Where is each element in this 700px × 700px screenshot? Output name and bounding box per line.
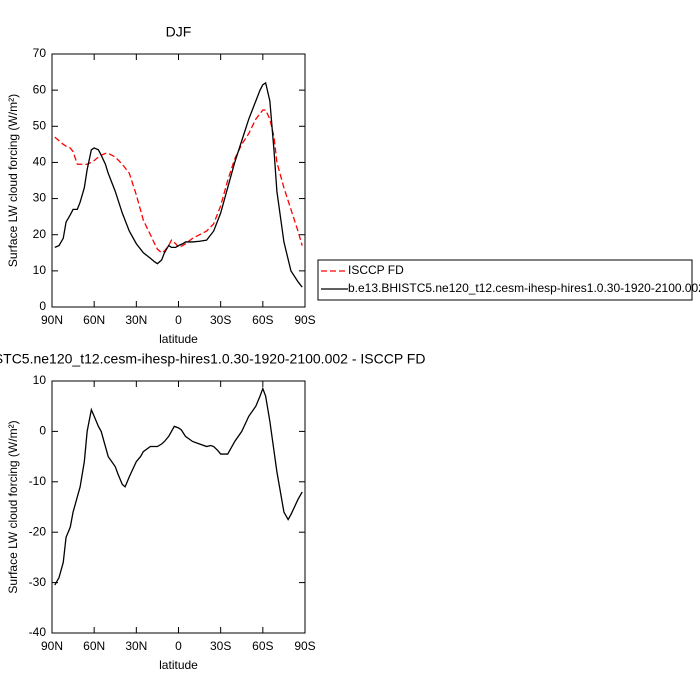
x-tick-label: 0 bbox=[175, 313, 182, 327]
x-tick-label: 0 bbox=[175, 639, 182, 653]
data-line bbox=[54, 109, 303, 254]
y-tick-label: -10 bbox=[29, 474, 47, 488]
data-line bbox=[54, 81, 303, 288]
x-tick-label: 30N bbox=[125, 313, 147, 327]
y-tick-label: 10 bbox=[33, 373, 47, 387]
legend-label: b.e13.BHISTC5.ne120_t12.cesm-ihesp-hires… bbox=[348, 281, 700, 295]
y-tick-label: 50 bbox=[33, 118, 47, 132]
x-tick-label: 60S bbox=[252, 313, 273, 327]
y-tick-label: 0 bbox=[39, 424, 46, 438]
chart-title: b.e13.BHISTC5.ne120_t12.cesm-ihesp-hires… bbox=[0, 351, 425, 367]
y-tick-label: 10 bbox=[33, 263, 47, 277]
x-tick-label: 90N bbox=[41, 313, 63, 327]
x-tick-label: 30N bbox=[125, 639, 147, 653]
y-tick-label: 40 bbox=[33, 155, 47, 169]
x-tick-label: 30S bbox=[210, 313, 231, 327]
y-axis-label: Surface LW cloud forcing (W/m²) bbox=[6, 94, 20, 267]
x-tick-label: 90S bbox=[294, 639, 315, 653]
y-tick-label: 0 bbox=[39, 299, 46, 313]
y-tick-label: -40 bbox=[29, 625, 47, 639]
x-axis-label: latitude bbox=[159, 658, 198, 672]
y-tick-label: 20 bbox=[33, 227, 47, 241]
x-tick-label: 60N bbox=[83, 639, 105, 653]
x-tick-label: 90N bbox=[41, 639, 63, 653]
y-tick-label: 30 bbox=[33, 191, 47, 205]
chart-title: DJF bbox=[166, 24, 192, 40]
x-tick-label: 90S bbox=[294, 313, 315, 327]
y-tick-label: 60 bbox=[33, 82, 47, 96]
y-tick-label: 70 bbox=[33, 46, 47, 60]
x-tick-label: 60N bbox=[83, 313, 105, 327]
data-line bbox=[54, 386, 303, 586]
x-tick-label: 30S bbox=[210, 639, 231, 653]
plot-frame bbox=[51, 380, 306, 634]
legend-label: ISCCP FD bbox=[348, 263, 404, 277]
legend-box bbox=[317, 259, 693, 301]
plot-frame bbox=[51, 53, 306, 308]
y-axis-label: Surface LW cloud forcing (W/m²) bbox=[6, 420, 20, 593]
y-tick-label: -30 bbox=[29, 575, 47, 589]
x-axis-label: latitude bbox=[159, 332, 198, 346]
y-tick-label: -20 bbox=[29, 524, 47, 538]
x-tick-label: 60S bbox=[252, 639, 273, 653]
